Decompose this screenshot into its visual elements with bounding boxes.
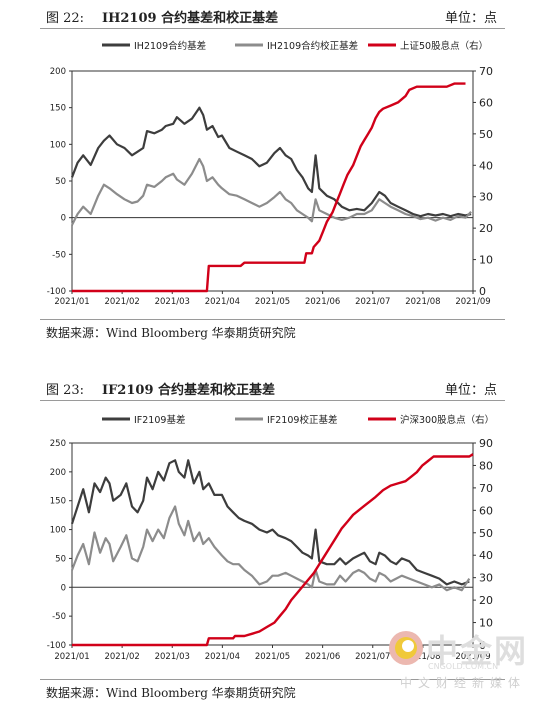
y-right-tick-label: 0	[479, 285, 486, 298]
x-tick-label: 2021/05	[255, 297, 290, 307]
watermark: 中金网 CNGOLD.COM.CN 中文财经新媒体	[386, 624, 536, 694]
y-left-tick-label: -50	[52, 250, 66, 260]
legend-label: 沪深300股息点（右）	[400, 414, 494, 426]
y-left-tick-label: -50	[52, 612, 66, 622]
y-left-tick-label: 150	[50, 497, 66, 507]
watermark-slogan: 中文财经新媒体	[400, 676, 527, 690]
figure-23-source: 数据来源：Wind Bloomberg 华泰期货研究院	[40, 679, 505, 702]
y-left-tick-label: 50	[55, 554, 66, 564]
watermark-site: CNGOLD.COM.CN	[428, 662, 499, 671]
figure-title: IF2109 合约基差和校正基差	[102, 383, 276, 398]
y-right-tick-label: 70	[479, 65, 493, 78]
x-tick-label: 2021/08	[405, 297, 440, 307]
y-right-tick-label: 60	[479, 96, 493, 109]
y-right-tick-label: 0	[479, 639, 486, 652]
x-tick-label: 2021/08	[405, 652, 440, 662]
y-right-tick-label: 10	[479, 254, 493, 267]
legend-label: 上证50股息点（右）	[400, 40, 488, 52]
watermark-name: 中金网	[426, 632, 529, 670]
plot-frame	[71, 442, 474, 646]
series-line-3	[72, 453, 474, 647]
figure-unit: 单位：点	[444, 11, 497, 26]
x-tick-label: 2021/09	[455, 652, 490, 662]
figure-23-header: 图 23: IF2109 合约基差和校正基差 单位：点	[40, 374, 505, 401]
x-tick-label: 2021/05	[255, 652, 290, 662]
y-right-tick-label: 90	[479, 437, 493, 450]
y-right-tick-label: 60	[479, 504, 493, 517]
source-text: 数据来源：Wind Bloomberg 华泰期货研究院	[46, 326, 296, 340]
x-tick-label: 2021/07	[355, 297, 390, 307]
y-left-tick-label: 50	[55, 177, 66, 187]
y-left-tick-label: -100	[47, 641, 66, 651]
series-line-2	[71, 157, 472, 226]
legend-label: IF2109校正基差	[267, 414, 337, 426]
y-right-tick-label: 50	[479, 128, 493, 141]
y-right-tick-label: 80	[479, 459, 493, 472]
y-right-tick-label: 40	[479, 159, 493, 172]
figure-22-source: 数据来源：Wind Bloomberg 华泰期货研究院	[40, 319, 505, 342]
source-text: 数据来源：Wind Bloomberg 华泰期货研究院	[46, 686, 296, 700]
figure-number: 图 23:	[46, 383, 85, 398]
x-tick-label: 2021/06	[305, 297, 340, 307]
legend-label: IH2109合约校正基差	[267, 40, 358, 52]
x-tick-label: 2021/02	[104, 297, 139, 307]
y-left-tick-label: 200	[50, 468, 66, 478]
series-line-1	[70, 106, 472, 218]
y-left-tick-label: 0	[61, 583, 66, 593]
x-tick-label: 2021/09	[455, 297, 490, 307]
y-right-tick-label: 40	[479, 549, 493, 562]
y-left-tick-label: 100	[50, 140, 66, 150]
y-left-tick-label: 150	[50, 104, 66, 114]
y-right-tick-label: 10	[479, 617, 493, 630]
series-line-1	[70, 459, 470, 586]
x-tick-label: 2021/03	[155, 297, 190, 307]
x-tick-label: 2021/04	[205, 652, 240, 662]
y-right-tick-label: 50	[479, 527, 493, 540]
series-line-2	[70, 505, 471, 592]
figure-title: IH2109 合约基差和校正基差	[102, 11, 279, 26]
series-line-3	[72, 82, 466, 293]
x-tick-label: 2021/04	[205, 297, 240, 307]
y-left-tick-label: 250	[50, 439, 66, 449]
x-tick-label: 2021/01	[54, 652, 89, 662]
x-tick-label: 2021/07	[355, 652, 390, 662]
y-left-tick-label: 100	[50, 526, 66, 536]
y-right-tick-label: 20	[479, 222, 493, 235]
cngold-logo-icon	[389, 631, 423, 665]
y-left-tick-label: 0	[61, 214, 66, 224]
y-right-tick-label: 20	[479, 594, 493, 607]
legend-label: IF2109基差	[134, 414, 185, 426]
figure-number: 图 22:	[46, 11, 85, 26]
y-left-tick-label: 200	[50, 67, 66, 77]
x-tick-label: 2021/03	[155, 652, 190, 662]
x-tick-label: 2021/01	[54, 297, 89, 307]
y-left-tick-label: -100	[47, 287, 66, 297]
y-right-tick-label: 30	[479, 191, 493, 204]
legend-label: IH2109合约基差	[134, 40, 206, 52]
y-right-tick-label: 30	[479, 572, 493, 585]
y-right-tick-label: 70	[479, 482, 493, 495]
plot-frame	[71, 70, 474, 292]
figure-22-header: 图 22: IH2109 合约基差和校正基差 单位：点	[40, 2, 505, 29]
x-tick-label: 2021/02	[104, 652, 139, 662]
if2109-basis-chart: -100 -50 0 50 100 150 200 250 0 10 20 30 40 50 60 70 80 9…	[47, 414, 494, 662]
figure-unit: 单位：点	[444, 383, 497, 398]
x-tick-label: 2021/06	[305, 652, 340, 662]
ih2109-basis-chart: -100 -50 0 50 100 150 200 0 10 20 30 40 50 60 70 2021/0…	[47, 40, 493, 307]
